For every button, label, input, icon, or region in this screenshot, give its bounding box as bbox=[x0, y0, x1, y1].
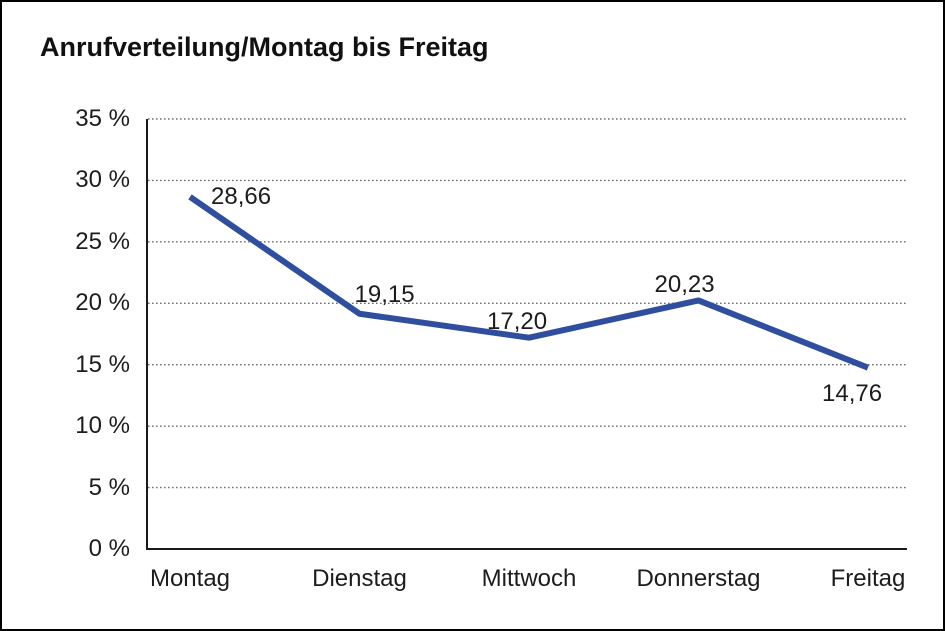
data-line-series bbox=[188, 194, 870, 371]
y-tick-label-15: 15 % bbox=[75, 350, 130, 378]
y-tick-label-20: 20 % bbox=[75, 289, 130, 317]
x-category-label-donnerstag: Donnerstag bbox=[636, 565, 761, 592]
y-tick-label-35: 35 % bbox=[75, 105, 130, 132]
data-label-donnerstag: 20,23 bbox=[654, 271, 715, 299]
data-label-montag: 28,66 bbox=[211, 182, 272, 210]
data-label-mittwoch: 17,20 bbox=[487, 307, 548, 335]
chart-title: Anrufverteilung/Montag bis Freitag bbox=[40, 32, 489, 62]
y-tick-label-0: 0 % bbox=[88, 535, 130, 562]
data-label-freitag: 14,76 bbox=[822, 379, 883, 407]
x-category-label-dienstag: Dienstag bbox=[312, 565, 407, 592]
x-category-label-freitag: Freitag bbox=[830, 565, 906, 592]
y-tick-label-5: 5 % bbox=[88, 473, 130, 501]
y-tick-label-10: 10 % bbox=[75, 412, 130, 440]
y-tick-label-30: 30 % bbox=[75, 166, 130, 194]
x-category-label-mittwoch: Mittwoch bbox=[481, 565, 577, 592]
x-category-label-montag: Montag bbox=[149, 565, 231, 592]
y-tick-label-25: 25 % bbox=[75, 227, 130, 255]
data-label-dienstag: 19,15 bbox=[354, 280, 415, 308]
